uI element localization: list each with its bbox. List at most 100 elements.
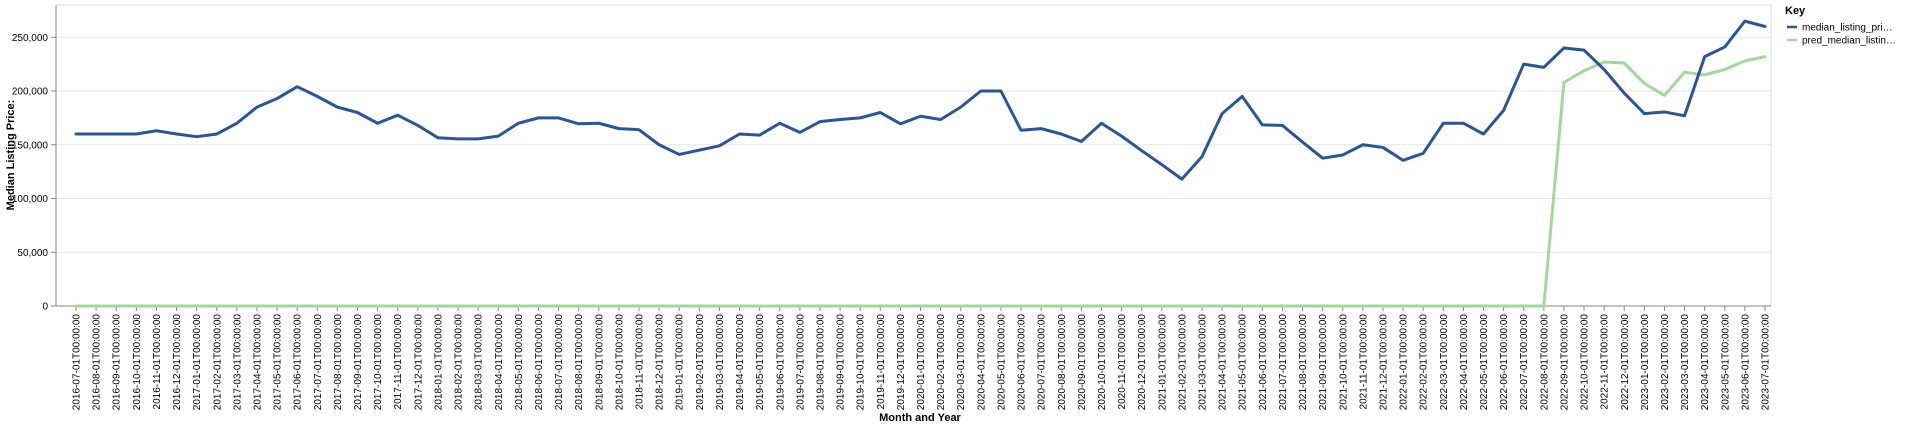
x-tick-label: 2018-05-01T00:00:00 [514, 314, 525, 411]
x-tick-label: 2016-12-01T00:00:00 [172, 314, 183, 411]
x-tick-label: 2019-02-01T00:00:00 [695, 314, 706, 411]
x-tick-label: 2019-06-01T00:00:00 [775, 314, 786, 411]
x-tick-label: 2017-09-01T00:00:00 [353, 314, 364, 411]
y-tick-label: 200,000 [12, 87, 49, 98]
x-tick-label: 2021-08-01T00:00:00 [1298, 314, 1309, 411]
x-tick-label: 2022-11-01T00:00:00 [1600, 314, 1611, 410]
x-tick-label: 2023-01-01T00:00:00 [1640, 314, 1651, 411]
x-tick-label: 2019-04-01T00:00:00 [735, 314, 746, 411]
y-tick-labels: 0 50,000 100,000 150,000 200,000 250,000 [12, 33, 49, 313]
x-tick-label: 2019-05-01T00:00:00 [755, 314, 766, 411]
y-axis-title: Median Listing Price: [5, 100, 17, 211]
x-tick-label: 2019-01-01T00:00:00 [675, 314, 686, 411]
x-tick-label: 2022-04-01T00:00:00 [1459, 314, 1470, 411]
x-tick-label: 2021-03-01T00:00:00 [1198, 314, 1209, 411]
x-tick-label: 2021-02-01T00:00:00 [1177, 314, 1188, 411]
x-tick-label: 2021-06-01T00:00:00 [1258, 314, 1269, 411]
x-tick-label: 2020-01-01T00:00:00 [916, 314, 927, 411]
x-tick-label: 2016-10-01T00:00:00 [132, 314, 143, 411]
x-tick-label: 2020-07-01T00:00:00 [1037, 314, 1048, 411]
x-tick-label: 2020-12-01T00:00:00 [1137, 314, 1148, 411]
series-line-1 [74, 19, 1767, 181]
x-tick-label: 2021-05-01T00:00:00 [1238, 314, 1249, 411]
x-tick-label: 2017-11-01T00:00:00 [393, 314, 404, 410]
x-tick-label: 2020-09-01T00:00:00 [1077, 314, 1088, 411]
x-tick-label: 2016-11-01T00:00:00 [152, 314, 163, 410]
grid-lines [56, 36, 1771, 307]
x-tick-label: 2019-09-01T00:00:00 [836, 314, 847, 411]
x-tick-label: 2023-05-01T00:00:00 [1720, 314, 1731, 411]
y-tick-label: 100,000 [12, 194, 49, 205]
x-tick-label: 2017-07-01T00:00:00 [313, 314, 324, 411]
x-tick-labels: 2016-07-01T00:00:00 2016-08-01T00:00:00 20… [72, 314, 1772, 411]
x-tick-label: 2018-04-01T00:00:00 [494, 314, 505, 411]
x-tick-label: 2018-01-01T00:00:00 [433, 314, 444, 411]
x-tick-label: 2021-10-01T00:00:00 [1338, 314, 1349, 411]
x-axis-title: Month and Year [879, 412, 961, 424]
y-tick-label: 0 [42, 302, 48, 313]
x-tick-label: 2023-07-01T00:00:00 [1761, 314, 1772, 411]
x-tick-label: 2023-02-01T00:00:00 [1660, 314, 1671, 411]
x-tick-label: 2017-04-01T00:00:00 [252, 314, 263, 411]
x-tick-label: 2016-07-01T00:00:00 [72, 314, 83, 411]
x-tick-label: 2018-12-01T00:00:00 [655, 314, 666, 411]
x-tick-label: 2020-10-01T00:00:00 [1097, 314, 1108, 411]
x-tick-label: 2022-08-01T00:00:00 [1539, 314, 1550, 411]
x-tick-label: 2019-07-01T00:00:00 [795, 314, 806, 411]
x-tick-label: 2020-04-01T00:00:00 [976, 314, 987, 411]
x-tick-label: 2019-03-01T00:00:00 [715, 314, 726, 411]
x-tick-label: 2023-03-01T00:00:00 [1680, 314, 1691, 411]
x-tick-label: 2017-01-01T00:00:00 [192, 314, 203, 411]
y-tick-label: 150,000 [12, 140, 49, 151]
x-tick-label: 2020-02-01T00:00:00 [936, 314, 947, 411]
legend-label: pred_median_listin… [1802, 36, 1896, 47]
y-tick-label: 50,000 [17, 248, 48, 259]
x-tick-label: 2020-03-01T00:00:00 [956, 314, 967, 411]
x-tick-label: 2021-11-01T00:00:00 [1358, 314, 1369, 410]
x-tick-label: 2020-11-01T00:00:00 [1117, 314, 1128, 410]
x-tick-label: 2023-06-01T00:00:00 [1740, 314, 1751, 411]
x-tick-label: 2022-01-01T00:00:00 [1399, 314, 1410, 411]
x-tick-label: 2016-09-01T00:00:00 [112, 314, 123, 411]
x-tick-label: 2017-03-01T00:00:00 [232, 314, 243, 411]
legend-label: median_listing_pri… [1802, 23, 1893, 34]
x-tick-label: 2021-07-01T00:00:00 [1278, 314, 1289, 411]
x-tick-label: 2018-02-01T00:00:00 [454, 314, 465, 411]
x-tick-label: 2022-12-01T00:00:00 [1620, 314, 1631, 411]
legend: Key median_listing_pri… pred_median_listi… [1785, 5, 1896, 47]
x-tick-label: 2020-06-01T00:00:00 [1017, 314, 1028, 411]
x-tick-label: 2017-08-01T00:00:00 [333, 314, 344, 411]
x-tick-label: 2016-08-01T00:00:00 [92, 314, 103, 411]
x-tick-label: 2022-07-01T00:00:00 [1519, 314, 1530, 411]
x-tick-label: 2022-10-01T00:00:00 [1580, 314, 1591, 411]
plot-frame [55, 4, 1772, 307]
x-tick-label: 2019-12-01T00:00:00 [896, 314, 907, 411]
x-tick-label: 2018-10-01T00:00:00 [614, 314, 625, 411]
x-tick-label: 2022-03-01T00:00:00 [1439, 314, 1450, 411]
x-tick-label: 2017-10-01T00:00:00 [373, 314, 384, 411]
x-tick-label: 2021-04-01T00:00:00 [1218, 314, 1229, 411]
legend-title: Key [1785, 5, 1806, 17]
x-tick-label: 2022-06-01T00:00:00 [1499, 314, 1510, 411]
x-tick-label: 2018-09-01T00:00:00 [594, 314, 605, 411]
series-line-2 [74, 55, 1767, 308]
axes [51, 4, 1772, 311]
series-lines [74, 19, 1767, 308]
x-tick-label: 2018-06-01T00:00:00 [534, 314, 545, 411]
x-tick-label: 2022-09-01T00:00:00 [1559, 314, 1570, 411]
x-tick-label: 2021-09-01T00:00:00 [1318, 314, 1329, 411]
x-tick-label: 2018-11-01T00:00:00 [635, 314, 646, 410]
x-tick-label: 2019-08-01T00:00:00 [815, 314, 826, 411]
x-tick-label: 2022-02-01T00:00:00 [1419, 314, 1430, 411]
x-tick-label: 2022-05-01T00:00:00 [1479, 314, 1490, 411]
x-tick-label: 2017-05-01T00:00:00 [273, 314, 284, 411]
x-tick-label: 2018-07-01T00:00:00 [554, 314, 565, 411]
x-tick-label: 2018-08-01T00:00:00 [574, 314, 585, 411]
x-tick-label: 2017-02-01T00:00:00 [212, 314, 223, 411]
x-tick-label: 2023-04-01T00:00:00 [1700, 314, 1711, 411]
x-tick-label: 2019-11-01T00:00:00 [876, 314, 887, 410]
y-tick-label: 250,000 [12, 33, 49, 44]
x-tick-label: 2021-01-01T00:00:00 [1157, 314, 1168, 411]
x-tick-label: 2019-10-01T00:00:00 [856, 314, 867, 411]
